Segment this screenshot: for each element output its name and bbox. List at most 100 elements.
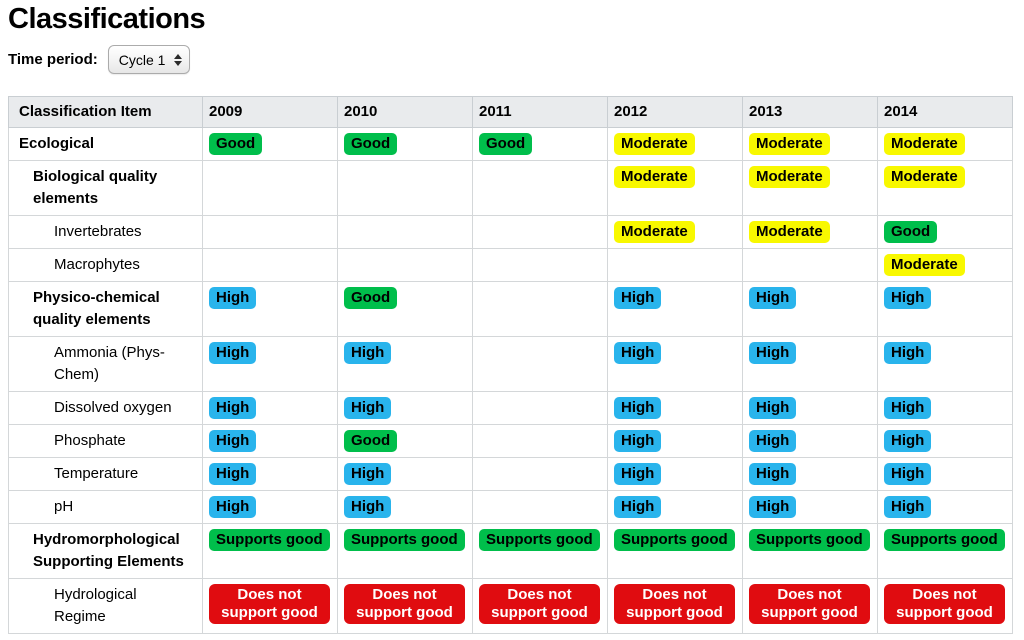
status-badge: Moderate: [884, 254, 965, 276]
status-badge: High: [344, 496, 392, 518]
status-badge: High: [749, 430, 797, 452]
status-badge: Does not support good: [749, 584, 870, 624]
year-cell: High: [742, 424, 878, 458]
table-row: Hydromorphological Supporting Elements Su…: [8, 523, 1013, 579]
year-cell: High: [607, 424, 743, 458]
year-cell: Supports good: [877, 523, 1013, 579]
year-cell: [337, 248, 473, 282]
table-row: Hydrological Regime Does not support good…: [8, 578, 1013, 634]
year-cell: Good: [337, 281, 473, 337]
column-header-year: 2010: [337, 96, 473, 128]
status-badge: Does not support good: [479, 584, 600, 624]
year-cell: Moderate: [742, 160, 878, 216]
year-cell: [472, 336, 608, 392]
status-badge: Supports good: [344, 529, 465, 551]
year-cell: Does not support good: [607, 578, 743, 634]
row-label: Phosphate: [8, 424, 203, 458]
status-badge: Moderate: [614, 133, 695, 155]
year-cell: High: [202, 424, 338, 458]
row-label: Invertebrates: [8, 215, 203, 249]
year-cell: High: [877, 490, 1013, 524]
year-cell: Moderate: [877, 127, 1013, 161]
table-row: Ecological Good Good Good Moderate Moderate Mo…: [8, 127, 1013, 161]
year-cell: Does not support good: [472, 578, 608, 634]
year-cell: Does not support good: [337, 578, 473, 634]
status-badge: Moderate: [614, 166, 695, 188]
year-cell: [742, 248, 878, 282]
year-cell: High: [202, 281, 338, 337]
status-badge: Does not support good: [884, 584, 1005, 624]
column-header-item: Classification Item: [8, 96, 203, 128]
year-cell: High: [202, 336, 338, 392]
year-cell: [202, 248, 338, 282]
status-badge: Supports good: [749, 529, 870, 551]
status-badge: Moderate: [884, 166, 965, 188]
year-cell: High: [337, 336, 473, 392]
status-badge: High: [884, 496, 932, 518]
time-period-select[interactable]: Cycle 1: [107, 45, 191, 74]
table-row: pH High High High High High: [8, 490, 1013, 524]
year-cell: Good: [202, 127, 338, 161]
year-cell: Supports good: [337, 523, 473, 579]
year-cell: Supports good: [202, 523, 338, 579]
year-cell: [472, 490, 608, 524]
row-label: Ecological: [8, 127, 203, 161]
status-badge: Supports good: [209, 529, 330, 551]
status-badge: Good: [344, 287, 398, 309]
year-cell: Moderate: [877, 248, 1013, 282]
year-cell: [472, 391, 608, 425]
year-cell: [472, 281, 608, 337]
column-header-year: 2013: [742, 96, 878, 128]
column-header-year: 2012: [607, 96, 743, 128]
time-period-value: Cycle 1: [118, 51, 166, 68]
status-badge: High: [614, 496, 662, 518]
status-badge: Does not support good: [344, 584, 465, 624]
year-cell: High: [202, 457, 338, 491]
year-cell: [337, 215, 473, 249]
status-badge: High: [749, 287, 797, 309]
year-cell: High: [877, 391, 1013, 425]
classifications-table: Classification Item 2009 2010 2011 2012 2013 2…: [8, 96, 1013, 634]
status-badge: Does not support good: [614, 584, 735, 624]
status-badge: High: [614, 287, 662, 309]
year-cell: Moderate: [877, 160, 1013, 216]
status-badge: High: [614, 342, 662, 364]
year-cell: High: [607, 336, 743, 392]
table-row: Dissolved oxygen High High High High High: [8, 391, 1013, 425]
status-badge: Moderate: [884, 133, 965, 155]
status-badge: High: [209, 287, 257, 309]
year-cell: [472, 160, 608, 216]
row-label: pH: [8, 490, 203, 524]
status-badge: Moderate: [749, 221, 830, 243]
table-row: Macrophytes Moderate: [8, 248, 1013, 282]
status-badge: High: [344, 463, 392, 485]
status-badge: High: [614, 430, 662, 452]
status-badge: Good: [479, 133, 533, 155]
year-cell: [202, 215, 338, 249]
year-cell: High: [607, 391, 743, 425]
year-cell: Does not support good: [877, 578, 1013, 634]
status-badge: High: [749, 463, 797, 485]
year-cell: High: [337, 457, 473, 491]
status-badge: Supports good: [884, 529, 1005, 551]
year-cell: [202, 160, 338, 216]
year-cell: Moderate: [742, 127, 878, 161]
table-row: Physico-chemical quality elements High Goo…: [8, 281, 1013, 337]
row-label: Temperature: [8, 457, 203, 491]
row-label: Hydrological Regime: [8, 578, 203, 634]
year-cell: High: [877, 457, 1013, 491]
status-badge: High: [749, 496, 797, 518]
status-badge: Good: [884, 221, 938, 243]
year-cell: Good: [472, 127, 608, 161]
status-badge: Supports good: [479, 529, 600, 551]
page-title: Classifications: [8, 3, 206, 35]
status-badge: High: [614, 397, 662, 419]
status-badge: Good: [344, 133, 398, 155]
year-cell: Good: [337, 424, 473, 458]
select-arrows-icon: [174, 53, 183, 66]
year-cell: High: [742, 490, 878, 524]
time-period-label: Time period:: [8, 51, 98, 68]
year-cell: Supports good: [472, 523, 608, 579]
row-label: Hydromorphological Supporting Elements: [8, 523, 203, 579]
status-badge: Moderate: [614, 221, 695, 243]
